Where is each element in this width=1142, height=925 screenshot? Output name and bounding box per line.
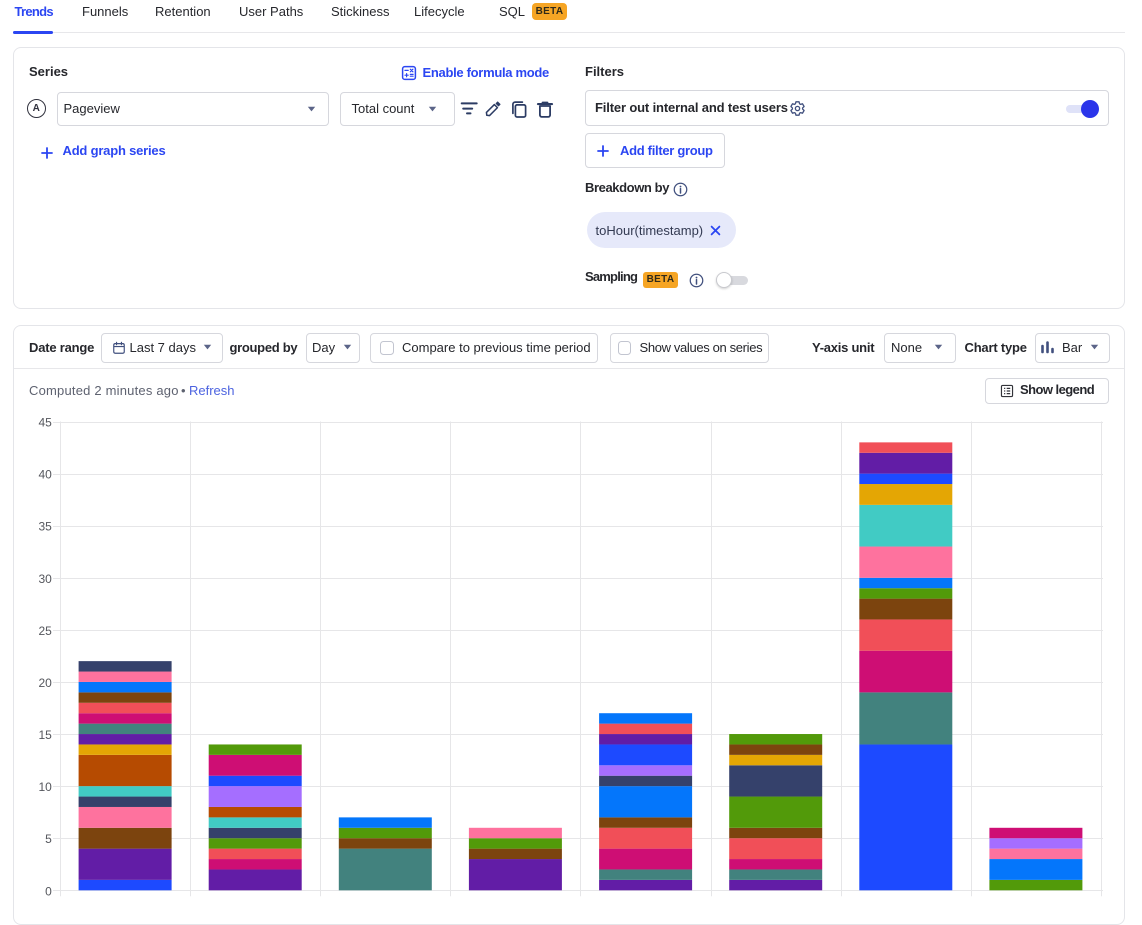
svg-text:45: 45: [38, 416, 52, 430]
svg-text:15: 15: [38, 728, 52, 742]
svg-text:20: 20: [38, 676, 52, 690]
svg-text:35: 35: [38, 520, 52, 534]
svg-text:40: 40: [38, 468, 52, 482]
svg-text:10: 10: [38, 780, 52, 794]
svg-text:30: 30: [38, 572, 52, 586]
svg-text:25: 25: [38, 624, 52, 638]
svg-text:5: 5: [45, 832, 52, 846]
svg-text:0: 0: [45, 884, 52, 898]
